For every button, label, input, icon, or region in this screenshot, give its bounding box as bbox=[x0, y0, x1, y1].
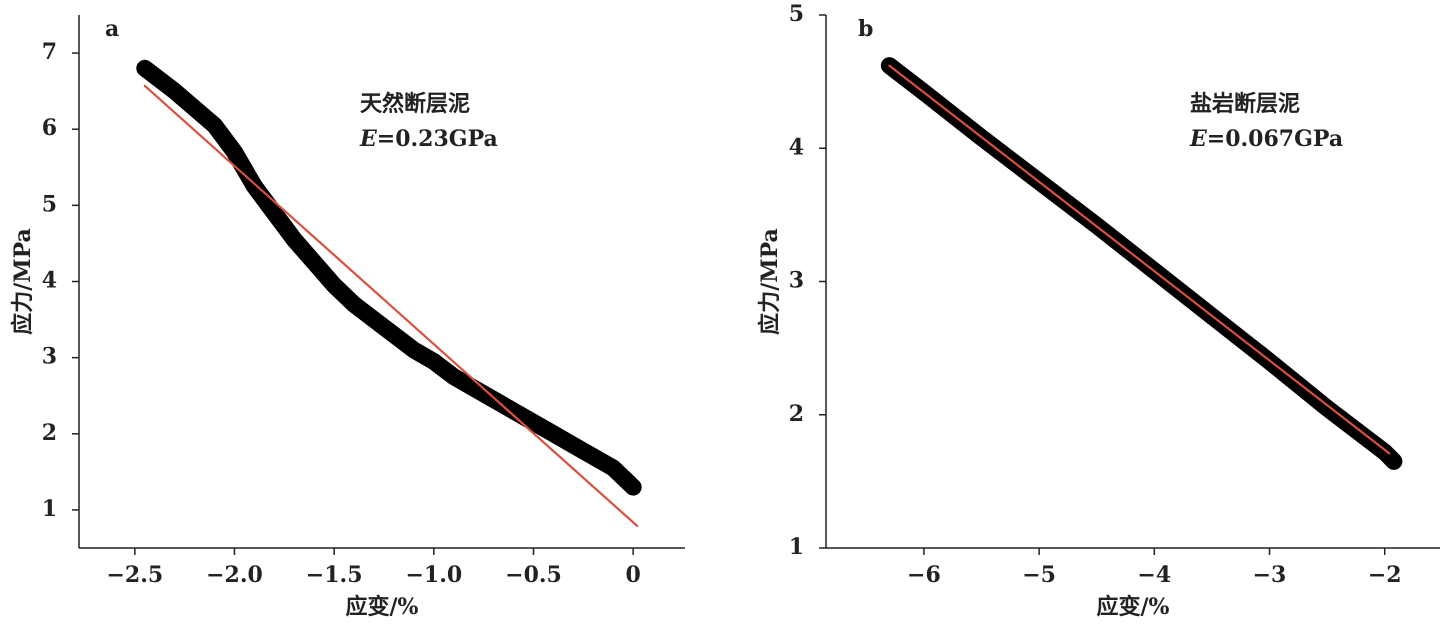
modulus-value: =0.067GPa bbox=[1207, 126, 1343, 152]
fit-line bbox=[888, 64, 1391, 455]
x-tick-label: −2 bbox=[1368, 562, 1402, 588]
y-tick-label: 1 bbox=[42, 496, 57, 522]
x-tick-label: −1.5 bbox=[306, 562, 363, 588]
annotation: 盐岩断层泥 bbox=[1190, 91, 1300, 117]
y-tick-label: 4 bbox=[42, 268, 57, 294]
y-tick-label: 2 bbox=[42, 420, 57, 446]
y-tick-label: 7 bbox=[42, 39, 57, 65]
x-tick-label: 0 bbox=[626, 562, 641, 588]
x-tick-label: −1.0 bbox=[405, 562, 462, 588]
x-tick-label: −2.5 bbox=[106, 562, 163, 588]
fit-line bbox=[143, 84, 639, 528]
x-tick-label: −4 bbox=[1137, 562, 1171, 588]
y-tick-label: 2 bbox=[789, 401, 804, 427]
x-tick-label: −2.0 bbox=[206, 562, 263, 588]
y-tick-label: 1 bbox=[789, 534, 804, 560]
y-axis-label: 应力/MPa bbox=[757, 228, 783, 335]
modulus-symbol: E bbox=[359, 126, 378, 152]
panel-label: b bbox=[858, 16, 873, 42]
modulus-annotation: E=0.067GPa bbox=[1189, 126, 1343, 152]
x-tick-label: −6 bbox=[907, 562, 941, 588]
modulus-value: =0.23GPa bbox=[377, 126, 498, 152]
x-axis-label: 应变/% bbox=[1097, 594, 1170, 620]
panel: 1 2 3 4 5 6 7 −2.5 −2.0 −1.5 −1.0 −0.5 0 应变/% 应力/MPa a 天… bbox=[10, 15, 685, 620]
y-tick-label: 4 bbox=[789, 134, 804, 160]
y-tick-label: 6 bbox=[42, 115, 57, 141]
modulus-symbol: E bbox=[1189, 126, 1208, 152]
y-axis-label: 应力/MPa bbox=[10, 228, 36, 335]
x-tick-label: −5 bbox=[1022, 562, 1056, 588]
modulus-annotation: E=0.23GPa bbox=[359, 126, 498, 152]
x-axis-label: 应变/% bbox=[346, 594, 419, 620]
x-tick-label: −3 bbox=[1253, 562, 1287, 588]
y-tick-label: 5 bbox=[42, 191, 57, 217]
panel: 1 2 3 4 5 −6 −5 −4 −3 −2 应变/% 应力/MPa b 盐岩断层泥 E=0.067GP… bbox=[757, 1, 1440, 620]
panel-label: a bbox=[105, 16, 119, 42]
annotation: 天然断层泥 bbox=[360, 91, 470, 117]
y-tick-label: 3 bbox=[42, 344, 57, 370]
y-tick-label: 3 bbox=[789, 268, 804, 294]
y-tick-label: 5 bbox=[789, 1, 804, 27]
x-tick-label: −0.5 bbox=[505, 562, 562, 588]
